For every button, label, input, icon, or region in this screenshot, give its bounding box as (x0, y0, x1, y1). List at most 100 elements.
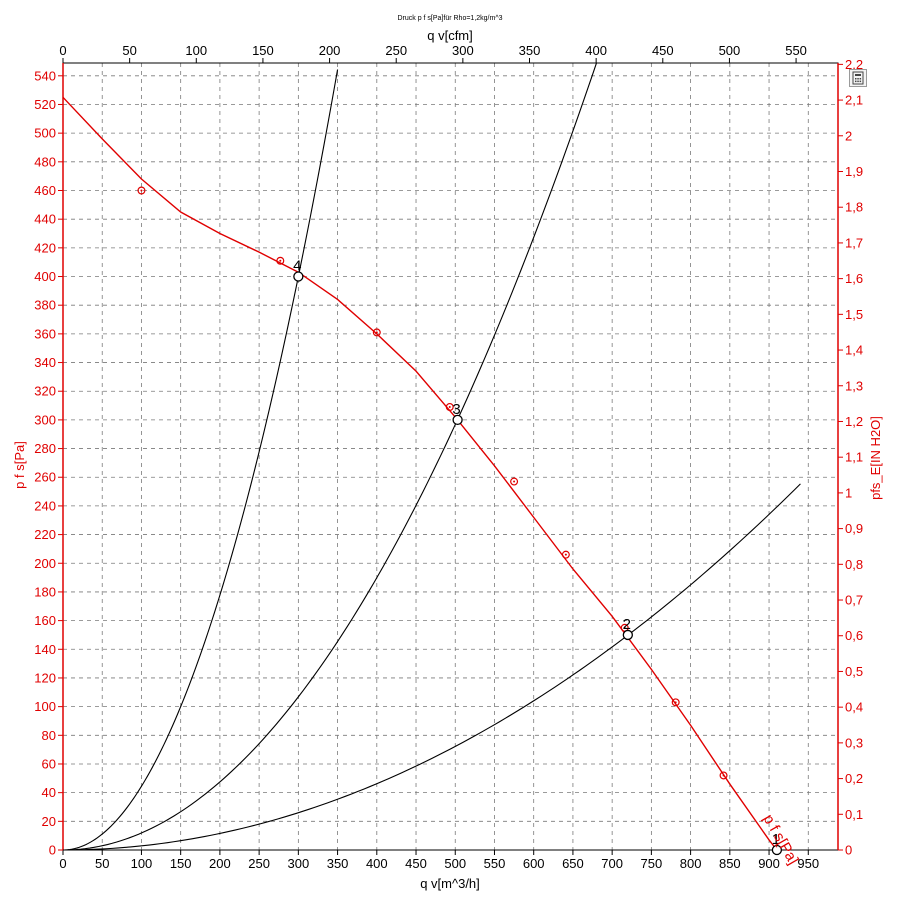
y2-tick-label: 1,9 (845, 164, 863, 179)
system-curve (62, 483, 801, 851)
y2-tick-label: 0,7 (845, 593, 863, 608)
y2-tick-label: 1,6 (845, 271, 863, 286)
x-tick-label: 850 (719, 856, 741, 871)
fan-data-marker-dot (279, 259, 282, 262)
x-tick-label: 650 (562, 856, 584, 871)
y-tick-label: 540 (34, 68, 56, 83)
fan-curve-line (62, 96, 778, 851)
right-axis-title: pfs_E[IN H2O] (868, 416, 883, 500)
operating-point (771, 844, 783, 856)
y-tick-label: 360 (34, 326, 56, 341)
y-tick-label: 120 (34, 670, 56, 685)
system-curves (62, 62, 801, 851)
operating-point-label: 1 (772, 831, 780, 848)
x-tick-label: 350 (327, 856, 349, 871)
x-tick-label: 100 (131, 856, 153, 871)
operating-point (293, 271, 304, 282)
y-tick-label: 160 (34, 613, 56, 628)
grid (63, 63, 838, 850)
x-tick-label: 800 (680, 856, 702, 871)
y-tick-label: 60 (42, 756, 56, 771)
fan-data-marker-dot (623, 626, 626, 629)
fan-data-marker (445, 402, 454, 411)
y-tick-label: 460 (34, 183, 56, 198)
fan-data-marker-dot (674, 701, 677, 704)
x2-tick-label: 300 (452, 43, 474, 58)
fan-data-marker (671, 698, 680, 707)
fan-data-marker (276, 256, 285, 265)
y-tick-label: 380 (34, 298, 56, 313)
bottom-axis-title: q v[m^3/h] (420, 876, 480, 891)
fan-data-marker-dot (564, 553, 567, 556)
fan-data-marker (561, 550, 570, 559)
operating-point-label: 4 (293, 258, 301, 275)
x-tick-label: 0 (59, 856, 66, 871)
x-tick-label: 50 (95, 856, 109, 871)
y-tick-label: 280 (34, 441, 56, 456)
y-tick-label: 420 (34, 240, 56, 255)
x-tick-label: 900 (758, 856, 780, 871)
y2-tick-label: 0,3 (845, 735, 863, 750)
x2-tick-label: 350 (519, 43, 541, 58)
fan-data-marker (719, 771, 728, 780)
fan-data-marker-dot (448, 405, 451, 408)
fan-data-marker-dot (722, 774, 725, 777)
x2-tick-label: 50 (122, 43, 136, 58)
fan-data-marker (372, 328, 381, 337)
x2-tick-label: 150 (252, 43, 274, 58)
y-tick-label: 480 (34, 154, 56, 169)
operating-point-label: 3 (452, 401, 460, 418)
y-tick-label: 200 (34, 556, 56, 571)
y2-tick-label: 0,2 (845, 771, 863, 786)
y-tick-label: 0 (49, 843, 56, 858)
y2-tick-label: 0 (845, 843, 852, 858)
y2-tick-label: 0,9 (845, 521, 863, 536)
y2-tick-label: 0,8 (845, 557, 863, 572)
system-curve (62, 62, 597, 851)
calculator-icon (852, 71, 864, 85)
system-curve (62, 69, 339, 851)
operating-points: 4 3 2 1 (293, 258, 783, 856)
fan-data-marker (137, 186, 146, 195)
y2-tick-label: 1 (845, 485, 852, 500)
x2-tick-label: 0 (59, 43, 66, 58)
y2-tick-label: 1,8 (845, 200, 863, 215)
y-tick-label: 320 (34, 384, 56, 399)
fan-curve (62, 96, 778, 851)
plot-frame (62, 62, 839, 851)
y2-tick-label: 1,3 (845, 378, 863, 393)
y2-tick-label: 2 (845, 128, 852, 143)
y2-tick-label: 1,4 (845, 343, 863, 358)
y2-tick-label: 1,7 (845, 235, 863, 250)
y2-tick-label: 1,5 (845, 307, 863, 322)
x-tick-label: 600 (523, 856, 545, 871)
y-tick-label: 140 (34, 642, 56, 657)
y-tick-label: 100 (34, 699, 56, 714)
x-tick-label: 450 (405, 856, 427, 871)
x-tick-label: 700 (601, 856, 623, 871)
x-tick-label: 300 (287, 856, 309, 871)
x2-tick-label: 100 (185, 43, 207, 58)
y-tick-label: 500 (34, 126, 56, 141)
top-axis-title: q v[cfm] (427, 28, 473, 43)
tick-labels: 0 50 100 150 200 250 300 350 400 450 500 550 600 650 7… (34, 43, 863, 871)
y2-tick-label: 1,2 (845, 414, 863, 429)
x2-tick-label: 500 (719, 43, 741, 58)
x-tick-label: 150 (170, 856, 192, 871)
y2-tick-label: 2,1 (845, 93, 863, 108)
y2-tick-label: 0,4 (845, 700, 863, 715)
x2-tick-label: 400 (585, 43, 607, 58)
y-tick-label: 400 (34, 269, 56, 284)
x2-tick-label: 200 (319, 43, 341, 58)
fan-data-marker-dot (375, 331, 378, 334)
y-tick-label: 180 (34, 584, 56, 599)
calculator-button[interactable] (849, 69, 867, 87)
y-tick-label: 20 (42, 814, 56, 829)
x-tick-label: 750 (641, 856, 663, 871)
x-tick-label: 400 (366, 856, 388, 871)
x-tick-label: 500 (444, 856, 466, 871)
fan-data-marker (510, 477, 519, 486)
x-tick-label: 250 (248, 856, 270, 871)
y-tick-label: 520 (34, 97, 56, 112)
y2-tick-label: 0,5 (845, 664, 863, 679)
